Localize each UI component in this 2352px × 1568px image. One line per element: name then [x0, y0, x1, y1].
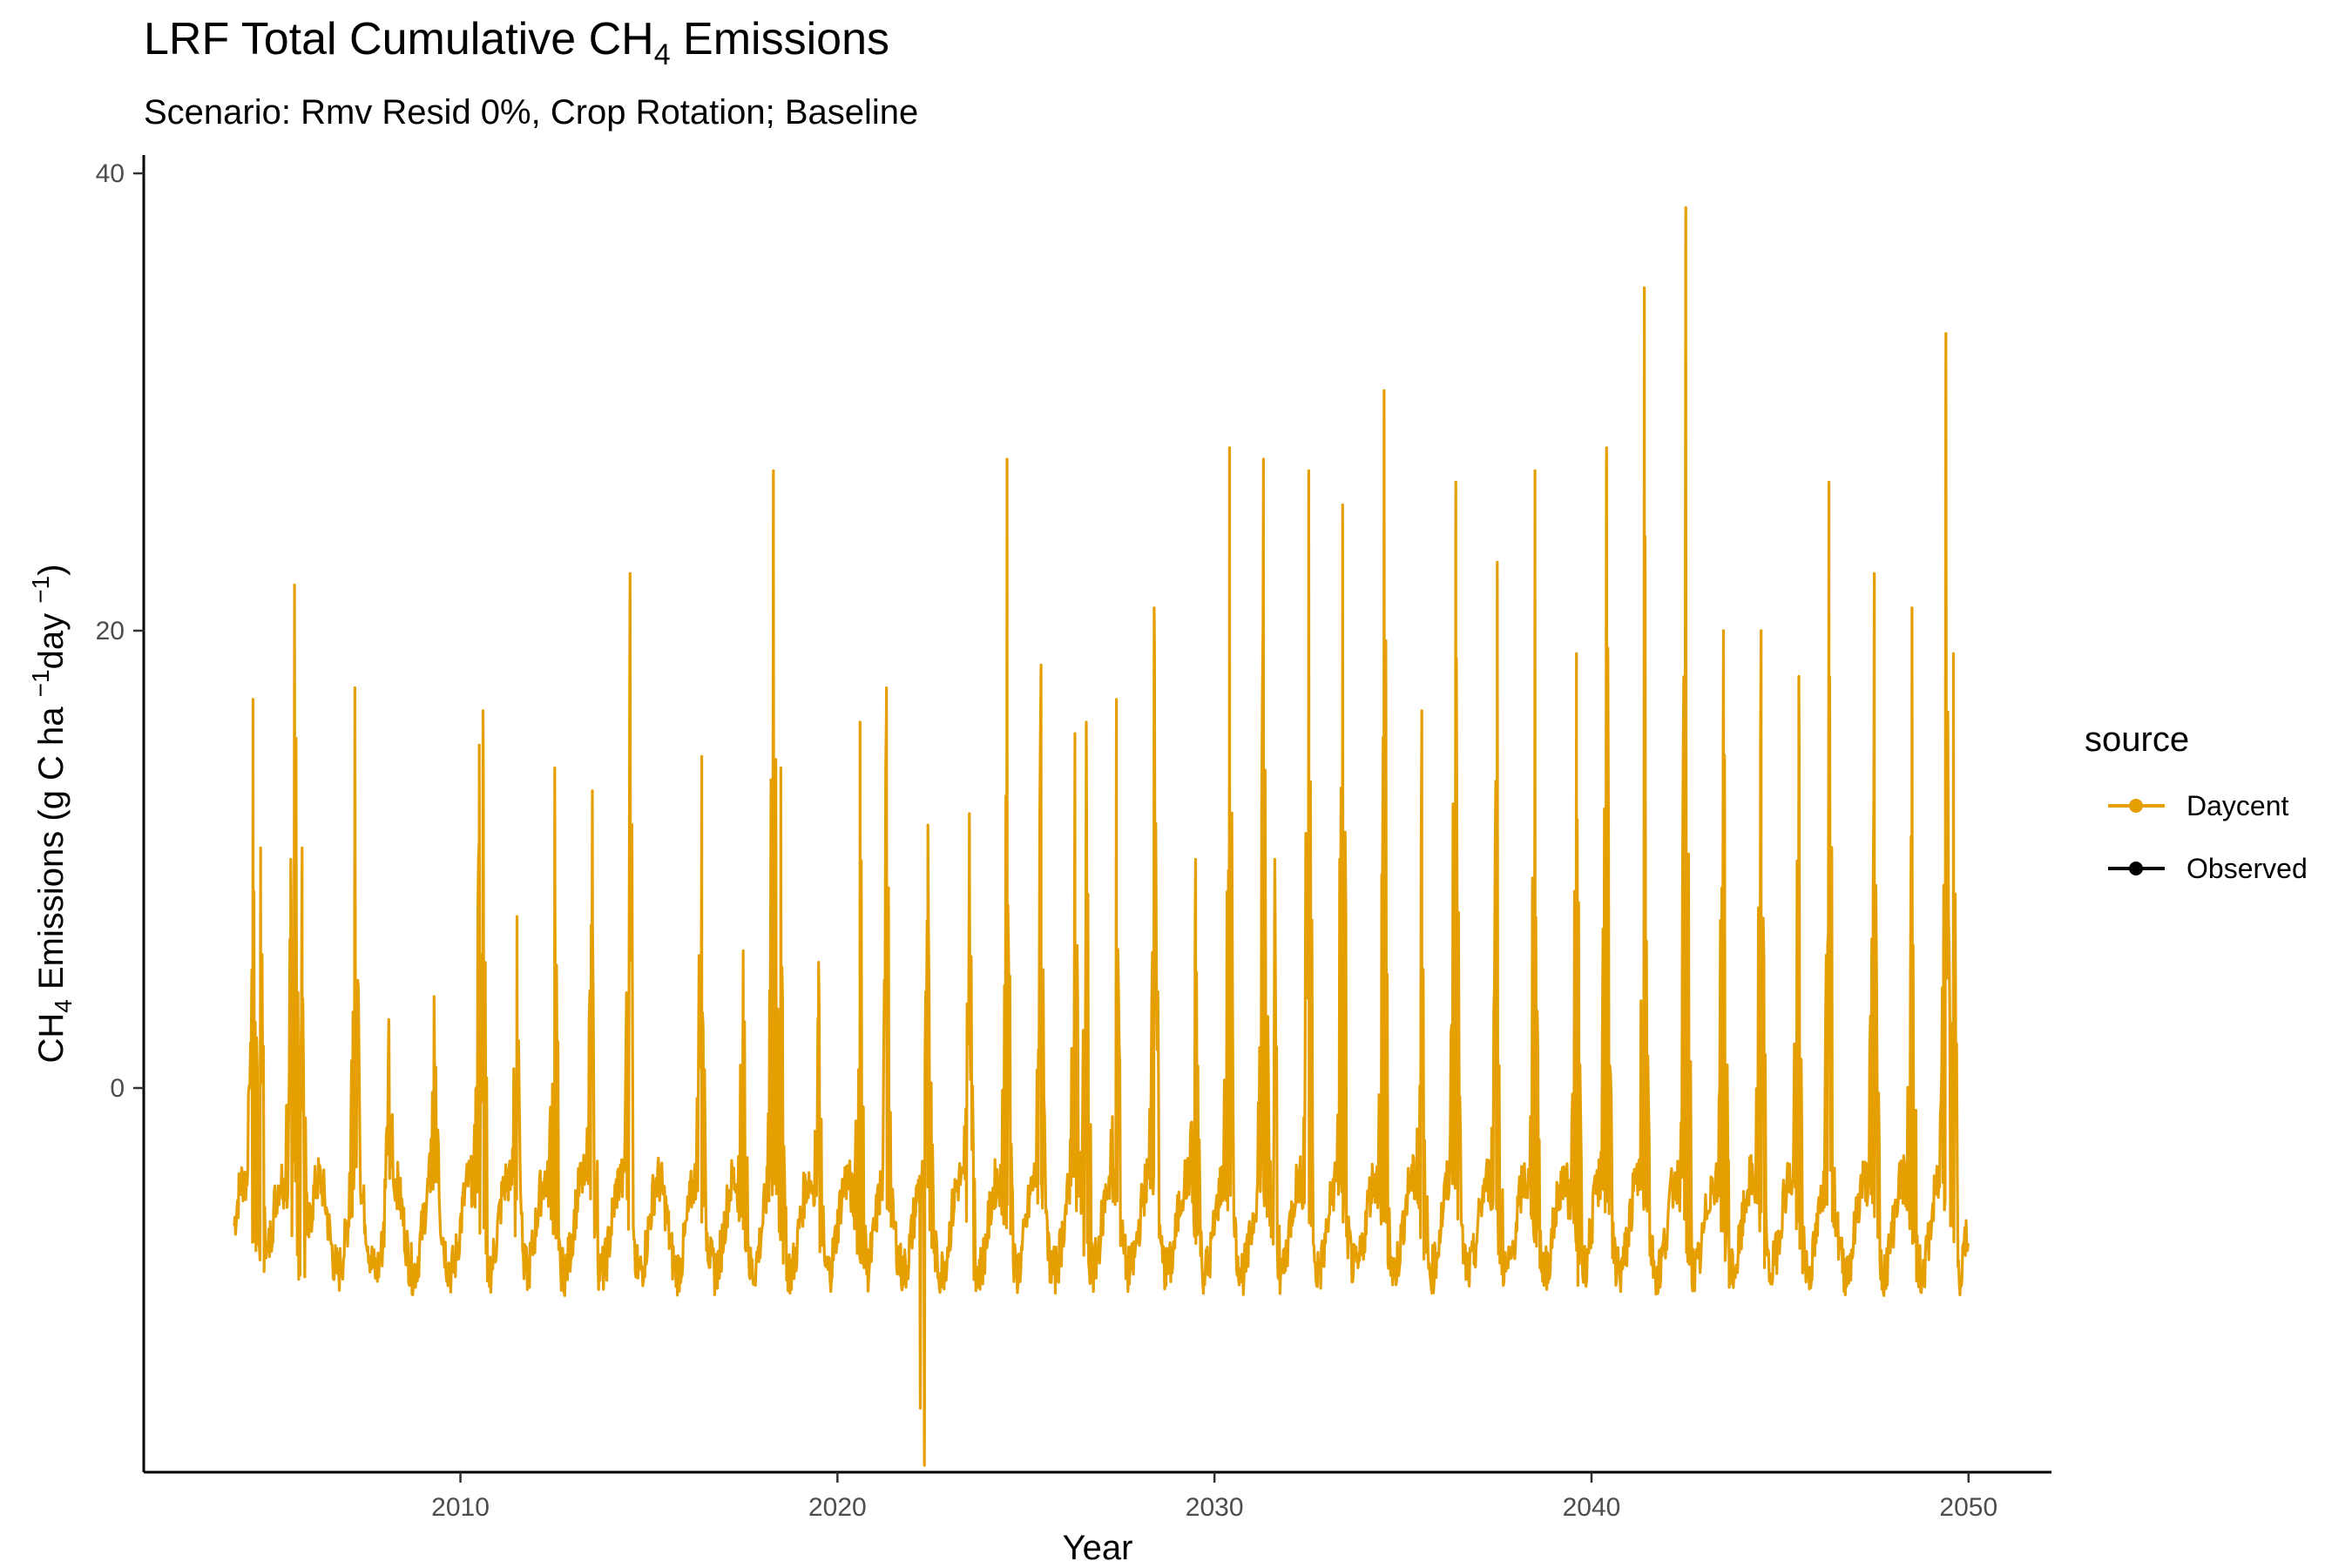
legend-key-point-daycent	[2129, 799, 2143, 813]
legend-entry-observed: Observed	[2108, 853, 2308, 884]
legend: source Daycent Observed	[2085, 720, 2308, 884]
y-axis-title: CH4 Emissions (g C ha −1day −1)	[27, 564, 77, 1064]
chart-title-tail: Emissions	[671, 14, 889, 64]
x-ticks: 2010 2020 2030 2040 2050	[431, 1472, 1997, 1522]
x-tick-label: 2050	[1939, 1493, 1997, 1522]
chart-title-subscript: 4	[654, 38, 671, 71]
chart-title-main: LRF Total Cumulative CH	[144, 14, 654, 64]
y-axis-title-day: day	[32, 604, 71, 670]
y-tick-label: 0	[110, 1074, 125, 1103]
x-tick-label: 2030	[1186, 1493, 1244, 1522]
legend-entry-daycent: Daycent	[2108, 790, 2289, 821]
x-tick-label: 2020	[808, 1493, 867, 1522]
y-ticks: 0 20 40	[96, 159, 144, 1103]
chart-title: LRF Total Cumulative CH4 Emissions	[144, 14, 889, 71]
y-tick-label: 40	[96, 159, 125, 188]
legend-title: source	[2085, 720, 2189, 759]
y-axis-title-sup2: −1	[27, 576, 54, 604]
y-tick-label: 20	[96, 617, 125, 645]
chart-subtitle: Scenario: Rmv Resid 0%, Crop Rotation; B…	[144, 93, 918, 132]
x-axis-title: Year	[1063, 1529, 1133, 1567]
y-axis-title-sup1: −1	[27, 669, 54, 697]
y-axis-title-close: )	[32, 564, 71, 576]
x-tick-label: 2010	[431, 1493, 490, 1522]
legend-label-observed: Observed	[2186, 853, 2308, 884]
plot-area	[233, 206, 1970, 1467]
series-line-daycent	[233, 206, 1970, 1467]
y-axis-title-sub4: 4	[50, 999, 77, 1013]
legend-key-point-observed	[2129, 862, 2143, 875]
y-axis-title-ch: CH	[32, 1013, 71, 1064]
x-tick-label: 2040	[1563, 1493, 1621, 1522]
y-axis-title-units: Emissions (g C ha	[32, 697, 71, 999]
legend-label-daycent: Daycent	[2186, 790, 2289, 821]
